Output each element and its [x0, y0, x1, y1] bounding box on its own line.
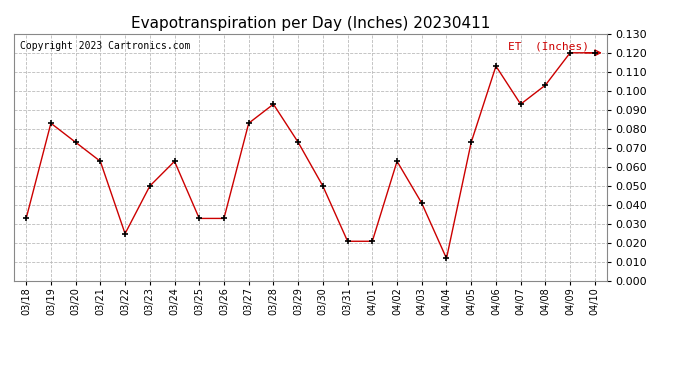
Text: Copyright 2023 Cartronics.com: Copyright 2023 Cartronics.com: [20, 41, 190, 51]
Title: Evapotranspiration per Day (Inches) 20230411: Evapotranspiration per Day (Inches) 2023…: [131, 16, 490, 31]
Text: ET  (Inches): ET (Inches): [509, 41, 589, 51]
